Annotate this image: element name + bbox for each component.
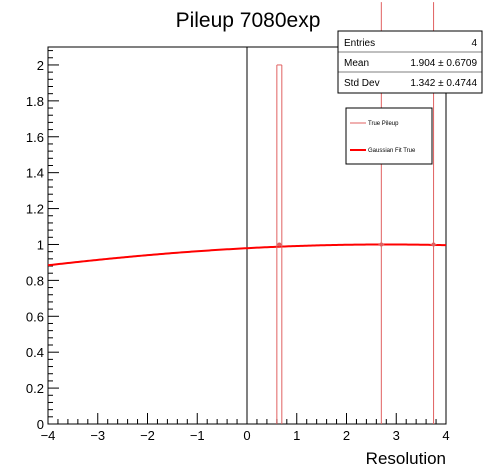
- stats-entries-label: Entries: [344, 38, 375, 49]
- x-tick-label: 1: [293, 428, 300, 443]
- x-tick-label: −3: [90, 428, 105, 443]
- x-tick-label: 2: [343, 428, 350, 443]
- y-tick-label: 1.6: [26, 130, 44, 145]
- legend-label-true-pileup: True Pileup: [368, 121, 399, 127]
- data-point: [277, 242, 282, 247]
- chart-title: Pileup 7080exp: [176, 9, 321, 32]
- legend-label-gaussian-fit: Gaussian Fit True: [368, 148, 416, 154]
- y-tick-label: 0.6: [26, 309, 44, 324]
- y-tick-label: 2: [37, 58, 44, 73]
- stats-mean-label: Mean: [344, 58, 369, 69]
- y-tick-label: 0: [37, 417, 44, 432]
- stats-stddev-value: 1.342 ± 0.4744: [410, 78, 477, 89]
- x-tick-label: 0: [243, 428, 250, 443]
- y-tick-label: 0.2: [26, 381, 44, 396]
- axis-ticks: −4 −3 −2 −1 0 1 2 3 4 0 0.2 0.4 0.6 0.8 1 1.2 1.4 1.6 1.8 2: [26, 50, 450, 443]
- legend: True Pileup Gaussian Fit True: [345, 107, 433, 165]
- stats-mean-value: 1.904 ± 0.6709: [410, 58, 477, 69]
- stats-box: Entries 4 Mean 1.904 ± 0.6709 Std Dev 1.…: [337, 30, 483, 94]
- x-tick-label: −2: [140, 428, 155, 443]
- y-tick-label: 0.8: [26, 273, 44, 288]
- x-tick-label: −1: [190, 428, 205, 443]
- stats-box-frame: [337, 30, 483, 94]
- x-tick-label: 3: [393, 428, 400, 443]
- x-tick-label: −4: [41, 428, 56, 443]
- y-tick-label: 1.4: [26, 166, 44, 181]
- x-axis-label: Resolution: [366, 449, 446, 468]
- y-tick-label: 1: [37, 237, 44, 252]
- y-tick-label: 0.4: [26, 345, 44, 360]
- data-point: [379, 242, 384, 247]
- y-tick-label: 1.8: [26, 94, 44, 109]
- stats-stddev-label: Std Dev: [344, 78, 380, 89]
- data-point: [431, 242, 436, 247]
- stats-entries-value: 4: [471, 38, 477, 49]
- legend-frame: [345, 107, 433, 165]
- x-tick-label: 4: [442, 428, 449, 443]
- y-tick-label: 1.2: [26, 202, 44, 217]
